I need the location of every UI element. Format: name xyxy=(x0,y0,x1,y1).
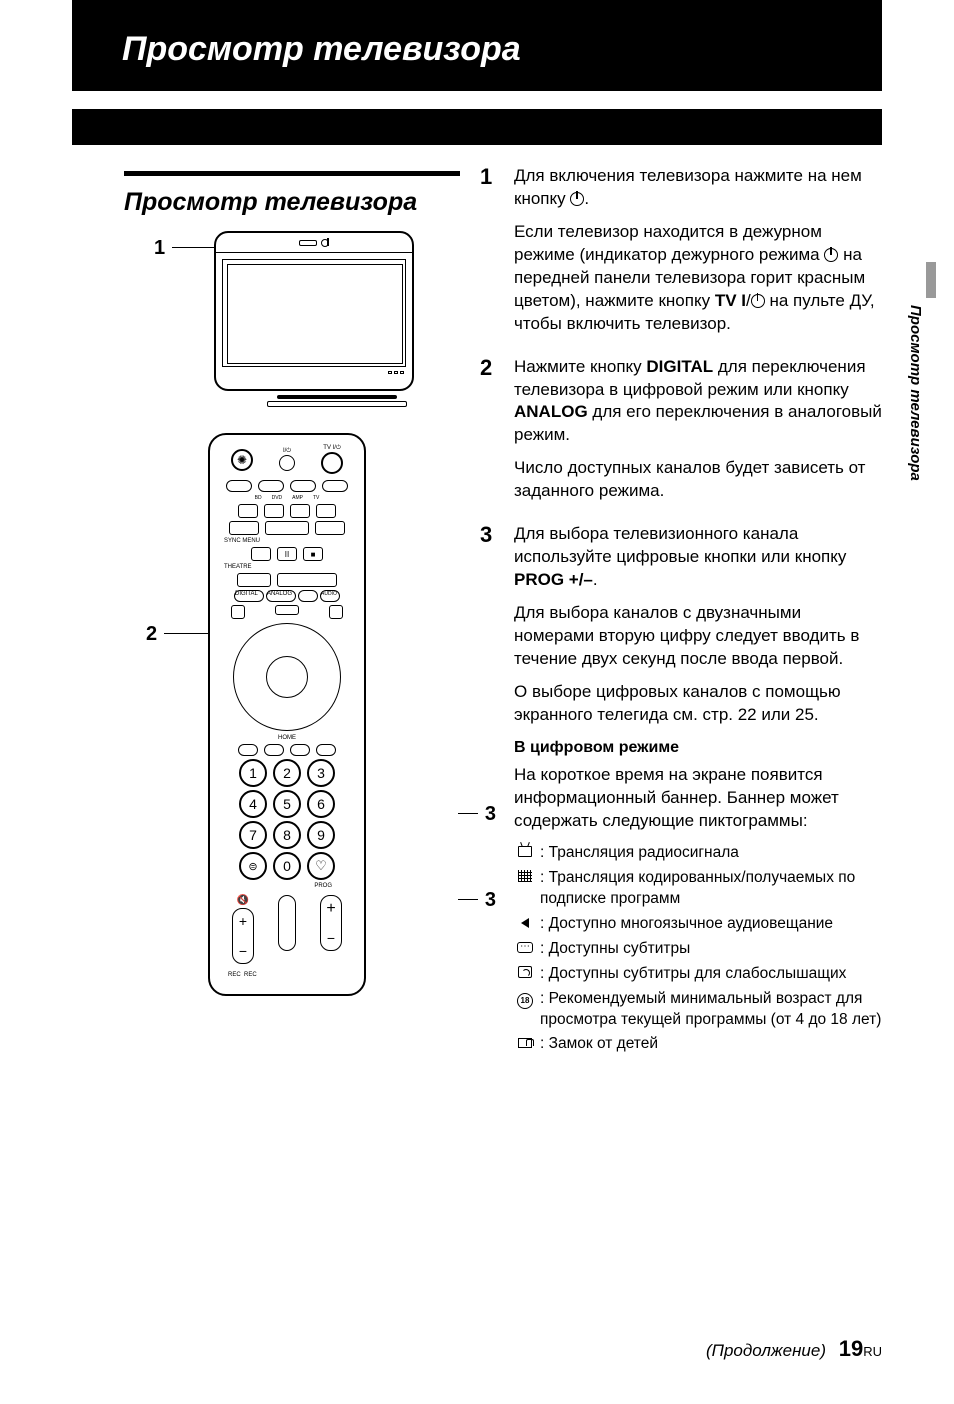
digital-mode-heading: В цифровом режиме xyxy=(514,737,882,759)
age-icon: 18 xyxy=(517,993,533,1009)
pictogram-hearing: : Доступны субтитры для слабослышащих xyxy=(540,964,882,985)
callout-3a: 3 xyxy=(485,803,496,826)
callout-3b-leader xyxy=(458,899,478,900)
step-3-p3: О выборе цифровых каналов с помощью экра… xyxy=(514,681,882,727)
tv-power-btn-icon xyxy=(321,452,343,474)
callout-1: 1 xyxy=(154,237,165,260)
tv-top-panel xyxy=(216,233,412,253)
callout-3b: 3 xyxy=(485,889,496,912)
pictogram-age: : Рекомендуемый минимальный возраст для … xyxy=(540,989,882,1031)
dpad xyxy=(233,623,341,731)
tv-screen xyxy=(222,259,406,367)
scrambled-icon xyxy=(518,870,532,882)
step-3-p2: Для выбора каналов с двузначными номерам… xyxy=(514,602,882,671)
pictogram-list: : Трансляция радиосигнала : Трансляция к… xyxy=(514,843,882,1055)
power-icon xyxy=(824,248,838,262)
power-icon xyxy=(321,239,329,247)
step-1-p1: Для включения телевизора нажмите на нем … xyxy=(514,165,882,211)
step-1-number: 1 xyxy=(480,165,514,346)
lang-code: RU xyxy=(863,1344,882,1359)
subtitles-icon xyxy=(517,942,533,953)
speaker-icon xyxy=(521,918,529,928)
tv-figure: 1 xyxy=(214,231,460,407)
side-tab xyxy=(926,262,936,298)
step-3-number: 3 xyxy=(480,523,514,1059)
pictogram-multilang: : Доступно многоязычное аудиовещание xyxy=(540,914,882,935)
pictogram-radio: : Трансляция радиосигнала xyxy=(540,843,882,864)
power-icon xyxy=(751,294,765,308)
callout-2: 2 xyxy=(146,623,157,646)
side-tab-label: Просмотр телевизора xyxy=(907,305,924,481)
pictogram-scrambled: : Трансляция кодированных/получаемых по … xyxy=(540,868,882,910)
section-title: Просмотр телевизора xyxy=(124,188,460,217)
step-3-p4: На короткое время на экране появится инф… xyxy=(514,764,882,833)
step-1-p2: Если телевизор находится в дежурном режи… xyxy=(514,221,882,336)
pictogram-lock: : Замок от детей xyxy=(540,1034,882,1055)
header-extension-bar xyxy=(72,109,882,145)
remote-figure: 2 3 3 ✺ I/⏻ TV I/⏻ BDDVDAMPTV SYNC MENU … xyxy=(208,433,460,996)
radio-icon xyxy=(518,846,532,857)
step-3-p1: Для выбора телевизионного канала использ… xyxy=(514,523,882,592)
page-footer: (Продолжение) 19RU xyxy=(706,1336,882,1362)
lock-icon xyxy=(518,1038,532,1048)
power-icon xyxy=(570,192,584,206)
step-2-p2: Число доступных каналов будет зависеть о… xyxy=(514,457,882,503)
light-icon: ✺ xyxy=(231,449,253,471)
page-header: Просмотр телевизора xyxy=(72,0,882,91)
section-rule xyxy=(124,171,460,176)
hearing-icon xyxy=(518,966,532,978)
power-btn-icon xyxy=(279,455,295,471)
step-2-p1: Нажмите кнопку DIGITAL для переключения … xyxy=(514,356,882,448)
callout-3a-leader xyxy=(458,813,478,814)
step-2-number: 2 xyxy=(480,356,514,514)
callout-2-leader xyxy=(164,633,208,634)
continued-label: (Продолжение) xyxy=(706,1341,826,1360)
page-header-title: Просмотр телевизора xyxy=(122,30,882,69)
page-number: 19 xyxy=(839,1336,863,1361)
pictogram-subtitles: : Доступны субтитры xyxy=(540,939,882,960)
